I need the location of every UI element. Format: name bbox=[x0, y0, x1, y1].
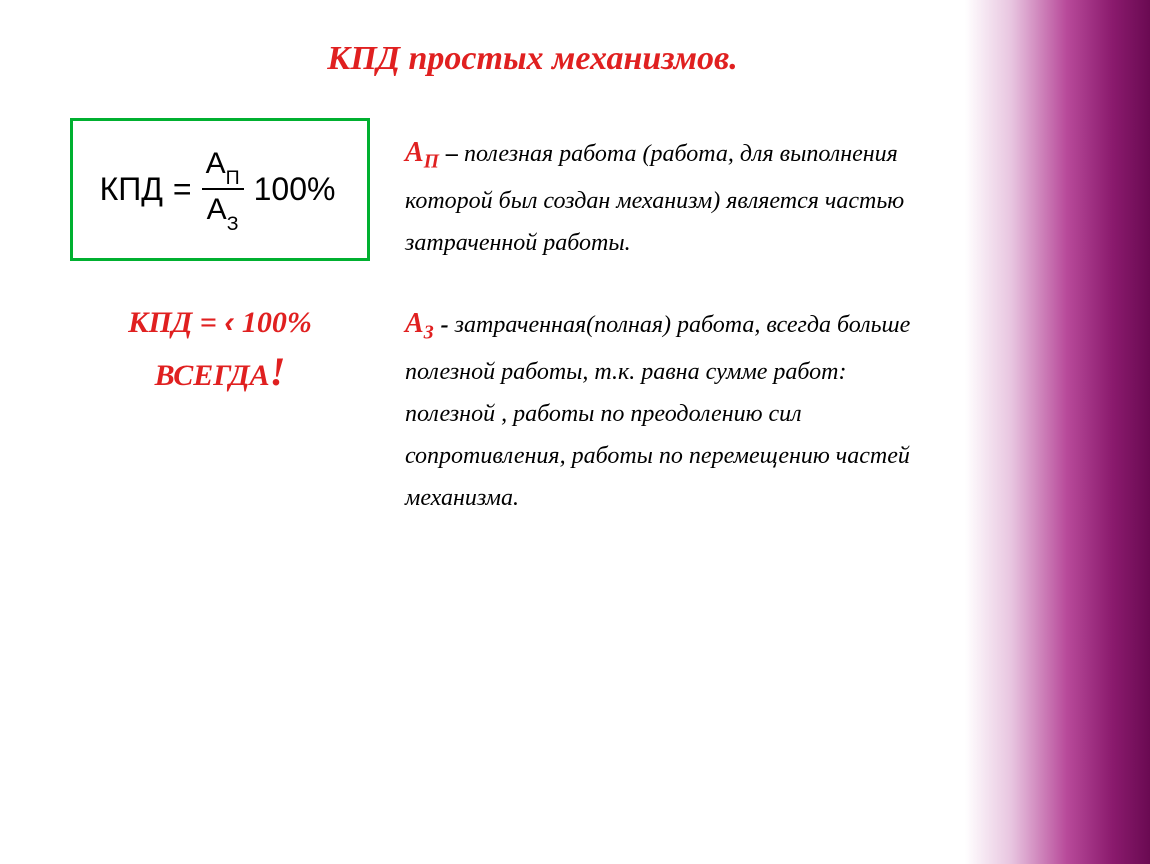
formula-numerator: АП bbox=[202, 146, 244, 186]
formula-pct: 100% bbox=[254, 171, 336, 208]
formula-box: КПД = АП АЗ 100% bbox=[70, 118, 370, 261]
def-ap-text: полезная работа (работа, для выполнения … bbox=[405, 141, 904, 256]
def-az-sub: З bbox=[424, 322, 434, 343]
def-az-symbol: АЗ bbox=[405, 308, 441, 339]
formula-eq: = bbox=[173, 171, 192, 208]
note-value-text: 100% bbox=[242, 306, 312, 339]
def-ap-base: А bbox=[405, 137, 424, 168]
formula-content: КПД = АП АЗ 100% bbox=[100, 146, 336, 233]
num-sub: П bbox=[226, 167, 240, 189]
main-row: КПД = АП АЗ 100% КПД = bbox=[70, 118, 935, 554]
den-sub: З bbox=[227, 213, 239, 235]
def-ap-dash: – bbox=[446, 141, 464, 167]
note-always: ВСЕГДА bbox=[155, 359, 270, 392]
slide-title: КПД простых механизмов. bbox=[130, 40, 935, 78]
note-kpd: КПД bbox=[128, 306, 192, 339]
formula-lhs: КПД bbox=[100, 171, 163, 208]
note-line1: КПД = ‹ 100% bbox=[70, 306, 370, 340]
formula-fraction: АП АЗ bbox=[202, 146, 244, 233]
note-exclam: ! bbox=[270, 349, 286, 394]
def-ap-sub: П bbox=[424, 152, 439, 173]
def-az-text: затраченная(полная) работа, всегда больш… bbox=[405, 312, 910, 511]
slide-content: КПД простых механизмов. КПД = АП АЗ bbox=[0, 0, 965, 864]
def-ap-symbol: АП bbox=[405, 137, 446, 168]
note-line2: ВСЕГДА! bbox=[70, 348, 370, 395]
formula-denominator: АЗ bbox=[203, 192, 243, 232]
def-az-base: А bbox=[405, 308, 424, 339]
den-base: А bbox=[207, 193, 227, 226]
side-gradient bbox=[965, 0, 1150, 864]
right-column: АП – полезная работа (работа, для выполн… bbox=[405, 118, 935, 554]
def-az-dash: - bbox=[441, 312, 455, 338]
note-sign-char: ‹ bbox=[224, 306, 234, 339]
left-column: КПД = АП АЗ 100% КПД = bbox=[70, 118, 370, 554]
num-base: А bbox=[206, 147, 226, 180]
def-ap: АП – полезная работа (работа, для выполн… bbox=[405, 128, 935, 264]
def-az: АЗ - затраченная(полная) работа, всегда … bbox=[405, 299, 935, 519]
note-eq: = bbox=[200, 306, 217, 339]
